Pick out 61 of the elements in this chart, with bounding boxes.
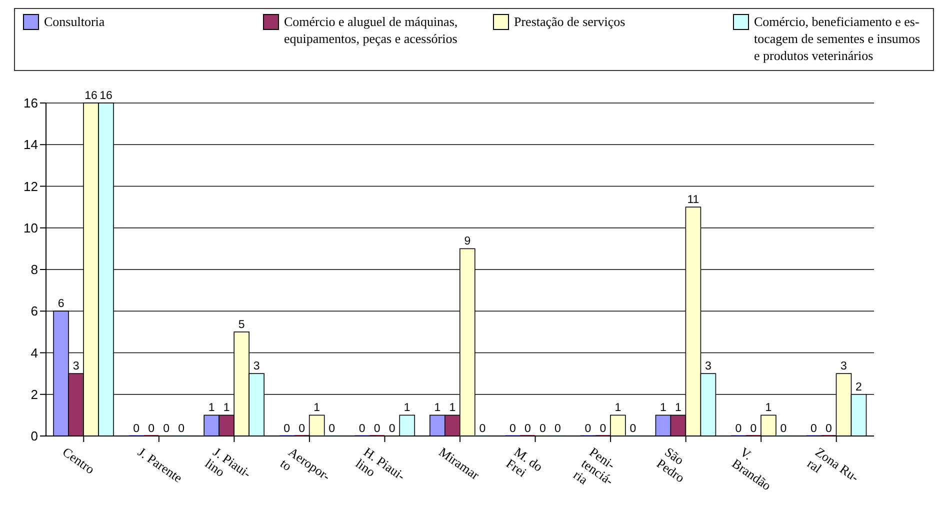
data-label: 0	[584, 423, 592, 435]
data-label: 3	[840, 360, 847, 373]
data-label: 0	[750, 423, 757, 435]
y-tick-label: 0	[30, 428, 38, 444]
data-label: 0	[374, 423, 380, 435]
data-label: 0	[600, 423, 606, 435]
data-label: 1	[208, 402, 215, 414]
data-label: 16	[100, 90, 112, 102]
data-label: 1	[223, 402, 230, 414]
data-label: 0	[810, 423, 817, 435]
data-label: 0	[284, 423, 290, 435]
legend-label: Prestação de serviços	[514, 13, 626, 30]
legend-label: Comércio e aluguel de máquinas, equipamentos, peças e acessórios	[284, 13, 458, 47]
data-label: 0	[388, 423, 396, 435]
data-label: 0	[298, 423, 306, 435]
data-label: 0	[630, 423, 636, 435]
data-label: 1	[434, 402, 441, 414]
x-tick-label: M. do Frei	[504, 444, 546, 480]
y-tick-label: 10	[24, 220, 38, 236]
data-label: 0	[163, 423, 170, 435]
y-tick-label: 16	[24, 96, 38, 111]
data-label: 1	[314, 402, 320, 414]
data-label: 0	[133, 423, 140, 435]
data-label: 0	[735, 423, 742, 435]
data-label: 3	[705, 360, 712, 373]
legend-label: Comércio, beneficiamento e es- tocagem de sementes e insumos e produtos veterinários	[754, 13, 920, 64]
data-label: 11	[687, 194, 700, 206]
data-label: 1	[675, 402, 682, 414]
data-label: 0	[524, 423, 531, 435]
y-tick-label: 2	[30, 386, 38, 402]
x-tick-label: J. Piaui- lino	[202, 444, 254, 481]
y-tick-label: 4	[30, 345, 38, 360]
data-label: 0	[479, 423, 486, 435]
data-label: 1	[765, 402, 772, 414]
data-label: 0	[539, 423, 546, 435]
data-label: 9	[464, 236, 471, 248]
x-tick-label: Zona Ru- ral	[804, 444, 862, 485]
data-label: 0	[509, 423, 516, 435]
x-tick-label: H. Piaui- lino	[352, 444, 408, 484]
data-label: 0	[328, 423, 336, 435]
legend-label: Consultoria	[44, 13, 105, 30]
data-label: 0	[178, 423, 185, 435]
y-tick-label: 12	[24, 178, 38, 194]
data-label: 5	[238, 318, 245, 331]
data-label: 1	[660, 402, 666, 414]
y-tick-label: 6	[30, 304, 38, 319]
data-label: 0	[780, 423, 787, 435]
data-label: 16	[84, 90, 98, 102]
data-label: 6	[58, 298, 64, 310]
data-label: 1	[404, 402, 410, 414]
data-label: 2	[856, 381, 862, 394]
data-label: 0	[148, 423, 155, 435]
data-label: 3	[72, 360, 80, 373]
y-tick-label: 14	[24, 137, 38, 152]
data-label: 0	[554, 423, 561, 435]
data-label: 0	[358, 423, 366, 435]
data-label: 3	[253, 360, 260, 373]
data-label: 0	[826, 423, 832, 435]
data-label: 1	[449, 402, 456, 414]
data-label: 1	[614, 402, 622, 414]
y-tick-label: 8	[30, 262, 38, 278]
